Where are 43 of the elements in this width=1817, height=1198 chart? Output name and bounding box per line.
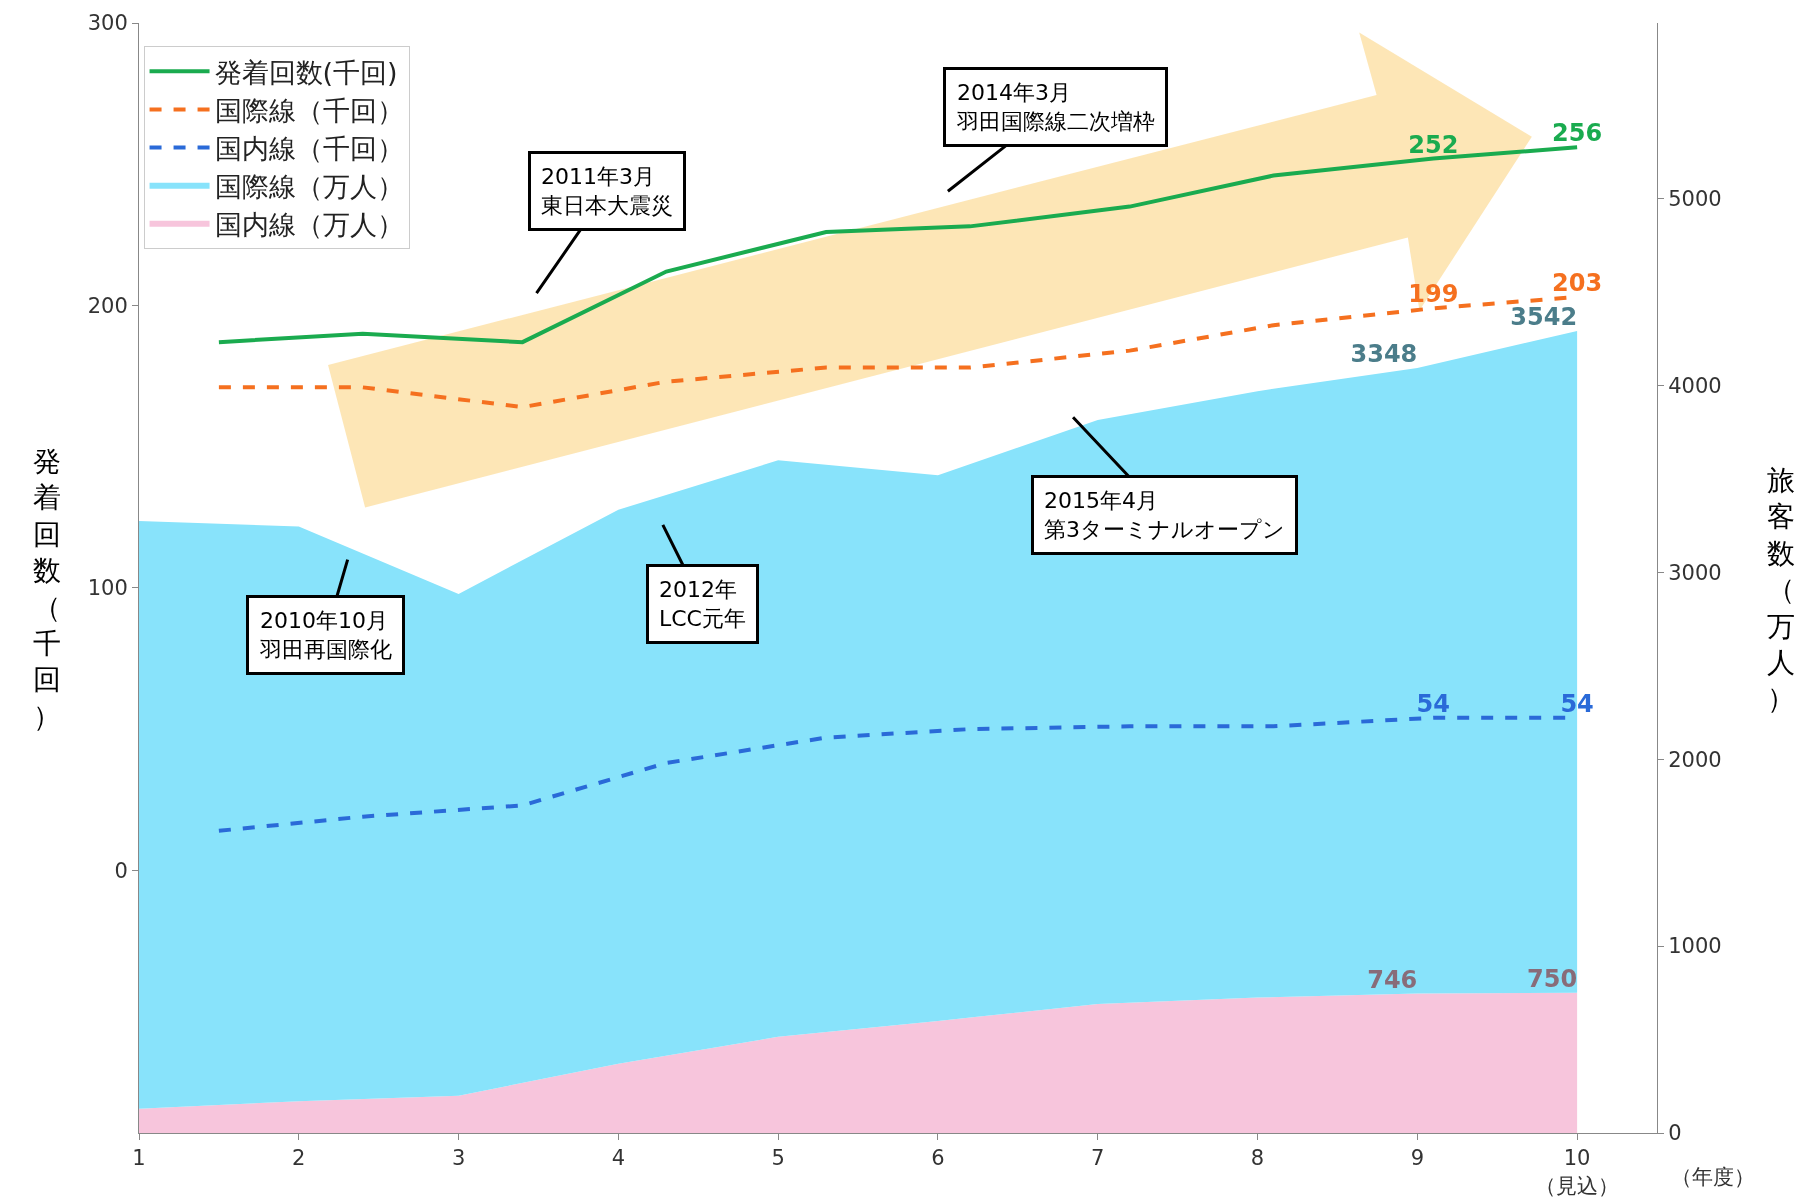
y-tick-label: 200 xyxy=(87,293,128,318)
x-tick-label: 2 xyxy=(292,1146,306,1171)
y-tick-label: 100 xyxy=(87,576,128,601)
x-tick-label: 5 xyxy=(771,1146,785,1171)
x-tick-label: 4 xyxy=(611,1146,626,1171)
annotation: 2012年LCC元年 xyxy=(659,577,746,631)
data-label: 3348 xyxy=(1350,339,1418,368)
x-tick-label: 7 xyxy=(1091,1146,1105,1171)
x-tick-label: 10 （見込） xyxy=(1535,1146,1620,1198)
data-label: 54 xyxy=(1560,689,1594,718)
data-label: 54 xyxy=(1416,689,1450,718)
y2-tick-label: 2000 xyxy=(1668,747,1722,772)
annotation: 2011年3月東日本大震災 xyxy=(541,164,673,218)
x-tick-label: 6 xyxy=(931,1146,945,1171)
y-axis-title: 発着回数（千回） xyxy=(33,445,61,733)
data-label: 3542 xyxy=(1510,302,1578,331)
y2-tick-label: 1000 xyxy=(1668,934,1722,959)
data-label: 252 xyxy=(1408,130,1459,159)
data-label: 203 xyxy=(1552,268,1603,297)
y-tick-label: 300 xyxy=(87,11,128,36)
legend-label: 発着回数(千回) xyxy=(214,56,398,88)
y2-tick-label: 4000 xyxy=(1668,373,1722,398)
annotation: 2015年4月第3ターミナルオープン xyxy=(1044,488,1285,542)
data-label: 199 xyxy=(1408,280,1459,309)
y2-axis-title: 旅客数（万人） xyxy=(1767,464,1795,716)
x-tick-label: 8 xyxy=(1250,1146,1265,1171)
data-label: 256 xyxy=(1552,119,1603,148)
legend-label: 国際線（千回） xyxy=(214,94,404,126)
legend-label: 国際線（万人） xyxy=(214,171,404,203)
x-axis-title: （年度） xyxy=(1671,1165,1755,1189)
y2-tick-label: 0 xyxy=(1668,1121,1682,1146)
legend-label: 国内線（千回） xyxy=(214,133,404,165)
y2-tick-label: 5000 xyxy=(1668,187,1722,212)
x-tick-label: 1 xyxy=(132,1146,146,1171)
annotation: 2014年3月羽田国際線二次増枠 xyxy=(956,80,1155,134)
x-tick-label: 9 xyxy=(1410,1146,1425,1171)
legend-label: 国内線（万人） xyxy=(214,209,404,241)
annotation: 2010年10月羽田再国際化 xyxy=(259,608,392,662)
x-tick-label: 3 xyxy=(451,1146,466,1171)
data-label: 750 xyxy=(1527,964,1578,993)
y-tick-label: 0 xyxy=(114,858,128,883)
data-label: 746 xyxy=(1367,965,1418,994)
y2-tick-label: 3000 xyxy=(1668,560,1722,585)
